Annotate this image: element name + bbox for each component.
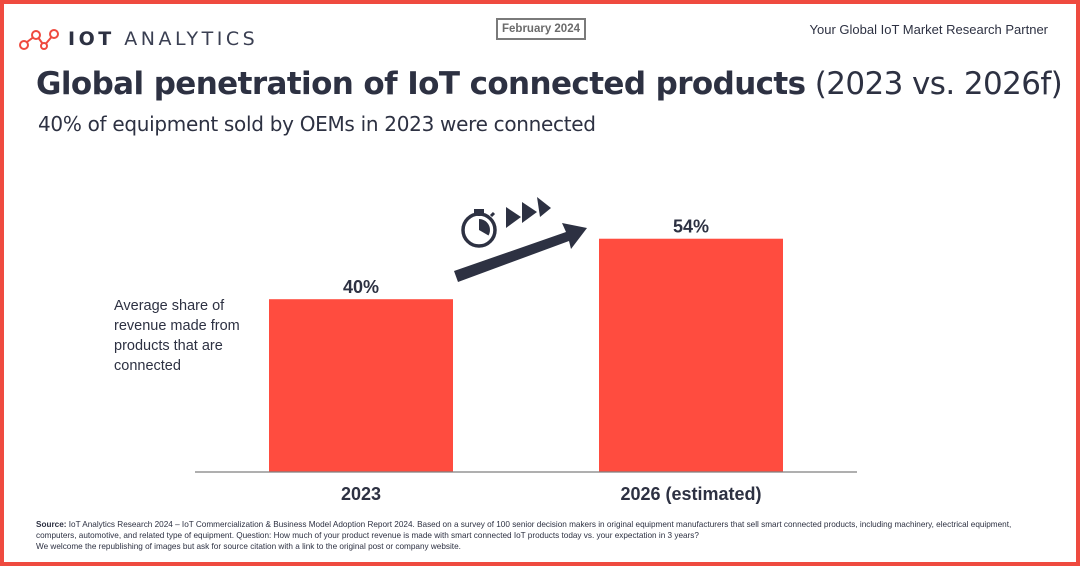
y-axis-label: Average share of revenue made from produ… xyxy=(114,298,240,374)
tagline: Your Global IoT Market Research Partner xyxy=(809,22,1048,37)
title-suffix: (2023 vs. 2026f) xyxy=(814,66,1063,102)
bar-0 xyxy=(269,299,453,472)
page-subtitle: 40% of equipment sold by OEMs in 2023 we… xyxy=(38,112,596,136)
bar-value-label-0: 40% xyxy=(343,277,379,297)
bar-1 xyxy=(599,238,783,472)
category-label-1: 2026 (estimated) xyxy=(620,484,761,504)
title-main: Global penetration of IoT connected prod… xyxy=(36,66,806,102)
fast-forward-icon xyxy=(506,197,551,228)
brand-logo[interactable]: IOT ANALYTICS xyxy=(18,24,258,54)
stopwatch-icon xyxy=(461,209,497,248)
logo-text-bold: IOT xyxy=(68,28,115,50)
date-badge: February 2024 xyxy=(496,18,586,40)
page-title: Global penetration of IoT connected prod… xyxy=(36,66,1063,102)
source-label: Source: xyxy=(36,520,67,529)
republish-note: We welcome the republishing of images bu… xyxy=(36,542,461,551)
source-text: IoT Analytics Research 2024 – IoT Commer… xyxy=(36,520,1012,540)
logo-molecule-icon xyxy=(19,29,59,50)
logo-text: IOT ANALYTICS xyxy=(68,28,258,50)
source-note: Source: IoT Analytics Research 2024 – Io… xyxy=(36,519,1046,541)
bar-value-label-1: 54% xyxy=(673,217,709,237)
category-label-0: 2023 xyxy=(341,484,381,504)
growth-arrow-icon xyxy=(454,223,587,282)
source-footer: Source: IoT Analytics Research 2024 – Io… xyxy=(36,519,1046,552)
logo-text-light: ANALYTICS xyxy=(124,28,259,50)
